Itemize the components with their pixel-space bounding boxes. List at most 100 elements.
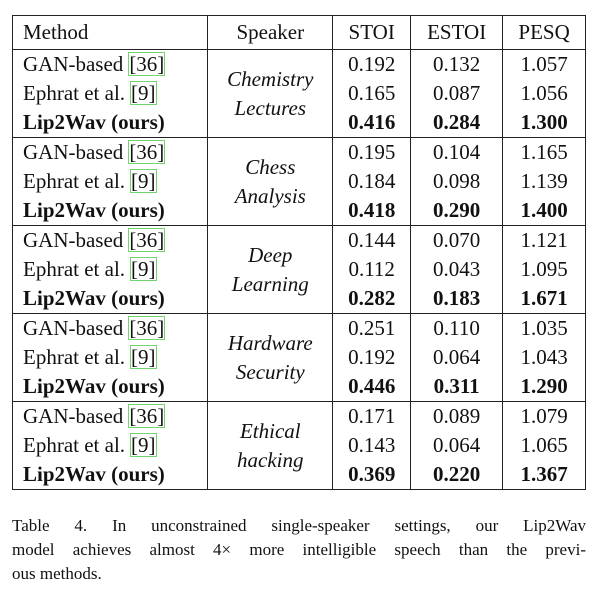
value-cell: 0.282 <box>332 284 412 314</box>
value-cell: 1.300 <box>502 108 586 138</box>
row: Ephrat et al. [9] 0.143 0.064 1.065 <box>11 431 586 460</box>
method-cell: GAN-based [36] <box>11 401 209 431</box>
value-cell: 0.220 <box>410 460 504 490</box>
speaker-line: Analysis <box>234 183 306 208</box>
method-name: Ephrat et al. <box>23 433 126 457</box>
group: GAN-based [36] Ethical hacking 0.171 0.089 1.0… <box>11 401 586 490</box>
group: GAN-based [36] Chemistry Lectures 0.192 0.132… <box>11 49 586 138</box>
value-cell: 1.290 <box>502 372 586 402</box>
speaker-cell: Deep Learning <box>207 225 334 314</box>
row: Ephrat et al. [9] 0.112 0.043 1.095 <box>11 255 586 284</box>
value-cell: 0.112 <box>332 255 412 284</box>
caption: Table 4. In unconstrained single-speaker… <box>12 514 586 586</box>
method-name: Ephrat et al. <box>23 81 126 105</box>
row: GAN-based [36] Hardware Security 0.251 0.110 1… <box>11 313 586 402</box>
row: Lip2Wav (ours) 0.446 0.311 1.290 <box>11 372 586 402</box>
speaker-cell: Chemistry Lectures <box>207 49 334 138</box>
value-cell: 1.095 <box>502 255 586 284</box>
method-name: Lip2Wav (ours) <box>23 462 165 486</box>
citation-link[interactable]: [9] <box>130 81 157 105</box>
method-name: GAN-based <box>23 404 124 428</box>
citation-link[interactable]: [36] <box>128 316 166 340</box>
value-cell: 0.416 <box>332 108 412 138</box>
row: GAN-based [36] Ethical hacking 0.171 0.089 1.0… <box>11 401 586 490</box>
method-name: Lip2Wav (ours) <box>23 286 165 310</box>
citation-link[interactable]: [36] <box>128 228 166 252</box>
speaker-line: Security <box>235 359 305 384</box>
citation-link[interactable]: [9] <box>130 345 157 369</box>
value-cell: 0.192 <box>332 343 412 372</box>
value-cell: 0.087 <box>410 79 504 108</box>
method-name: GAN-based <box>23 52 124 76</box>
value-cell: 1.057 <box>502 49 586 79</box>
row: Lip2Wav (ours) 0.282 0.183 1.671 <box>11 284 586 314</box>
method-cell: Ephrat et al. [9] <box>11 343 209 372</box>
speaker-line: Lectures <box>234 95 307 120</box>
value-cell: 0.070 <box>410 225 504 255</box>
method-cell: Lip2Wav (ours) <box>11 108 209 138</box>
method-name: Ephrat et al. <box>23 257 126 281</box>
row: Ephrat et al. [9] 0.184 0.098 1.139 <box>11 167 586 196</box>
results-table: Method Speaker STOI ESTOI PESQ GAN-based [36]… <box>11 15 586 490</box>
method-cell: GAN-based [36] <box>11 49 209 79</box>
speaker-line: Chess <box>245 154 296 179</box>
header-cell: STOI <box>332 15 412 50</box>
row: GAN-based [36] Chess Analysis 0.195 0.104 1.16… <box>11 137 586 226</box>
method-cell: Ephrat et al. [9] <box>11 79 209 108</box>
value-cell: 1.671 <box>502 284 586 314</box>
value-cell: 0.183 <box>410 284 504 314</box>
group: GAN-based [36] Deep Learning 0.144 0.070 1.121… <box>11 225 586 314</box>
row: GAN-based [36] Deep Learning 0.144 0.070 1.121 <box>11 225 586 314</box>
citation-link[interactable]: [36] <box>128 140 166 164</box>
row: Lip2Wav (ours) 0.418 0.290 1.400 <box>11 196 586 226</box>
speaker-cell: Chess Analysis <box>207 137 334 226</box>
citation-link[interactable]: [36] <box>128 52 166 76</box>
value-cell: 1.165 <box>502 137 586 167</box>
method-name: GAN-based <box>23 140 124 164</box>
method-name: Lip2Wav (ours) <box>23 198 165 222</box>
group: GAN-based [36] Chess Analysis 0.195 0.104 1.16… <box>11 137 586 226</box>
value-cell: 0.110 <box>410 313 504 343</box>
method-name: Lip2Wav (ours) <box>23 374 165 398</box>
value-cell: 0.143 <box>332 431 412 460</box>
value-cell: 0.132 <box>410 49 504 79</box>
group: GAN-based [36] Hardware Security 0.251 0.110 1… <box>11 313 586 402</box>
value-cell: 0.195 <box>332 137 412 167</box>
method-name: Ephrat et al. <box>23 345 126 369</box>
table-header: Method Speaker STOI ESTOI PESQ <box>11 15 586 50</box>
value-cell: 0.284 <box>410 108 504 138</box>
speaker-line: hacking <box>237 447 304 472</box>
method-cell: Lip2Wav (ours) <box>11 196 209 226</box>
value-cell: 0.104 <box>410 137 504 167</box>
citation-link[interactable]: [9] <box>130 433 157 457</box>
value-cell: 1.043 <box>502 343 586 372</box>
method-name: Lip2Wav (ours) <box>23 110 165 134</box>
value-cell: 1.056 <box>502 79 586 108</box>
row: Ephrat et al. [9] 0.165 0.087 1.056 <box>11 79 586 108</box>
value-cell: 0.043 <box>410 255 504 284</box>
citation-link[interactable]: [9] <box>130 257 157 281</box>
caption-line: ous methods. <box>12 564 102 583</box>
speaker-line: Learning <box>231 271 309 296</box>
value-cell: 0.098 <box>410 167 504 196</box>
value-cell: 1.079 <box>502 401 586 431</box>
citation-link[interactable]: [36] <box>128 404 166 428</box>
method-cell: Lip2Wav (ours) <box>11 372 209 402</box>
speaker-line: Deep <box>248 242 293 267</box>
value-cell: 0.184 <box>332 167 412 196</box>
method-name: GAN-based <box>23 228 124 252</box>
citation-link[interactable]: [9] <box>130 169 157 193</box>
row: Lip2Wav (ours) 0.416 0.284 1.300 <box>11 108 586 138</box>
method-cell: Ephrat et al. [9] <box>11 167 209 196</box>
value-cell: 0.290 <box>410 196 504 226</box>
value-cell: 0.165 <box>332 79 412 108</box>
method-name: GAN-based <box>23 316 124 340</box>
value-cell: 1.121 <box>502 225 586 255</box>
method-cell: GAN-based [36] <box>11 137 209 167</box>
header-cell: PESQ <box>502 15 586 50</box>
method-cell: GAN-based [36] <box>11 313 209 343</box>
speaker-line: Hardware <box>227 330 313 355</box>
header-cell: Speaker <box>207 15 334 50</box>
row: GAN-based [36] Chemistry Lectures 0.192 0.132… <box>11 49 586 138</box>
